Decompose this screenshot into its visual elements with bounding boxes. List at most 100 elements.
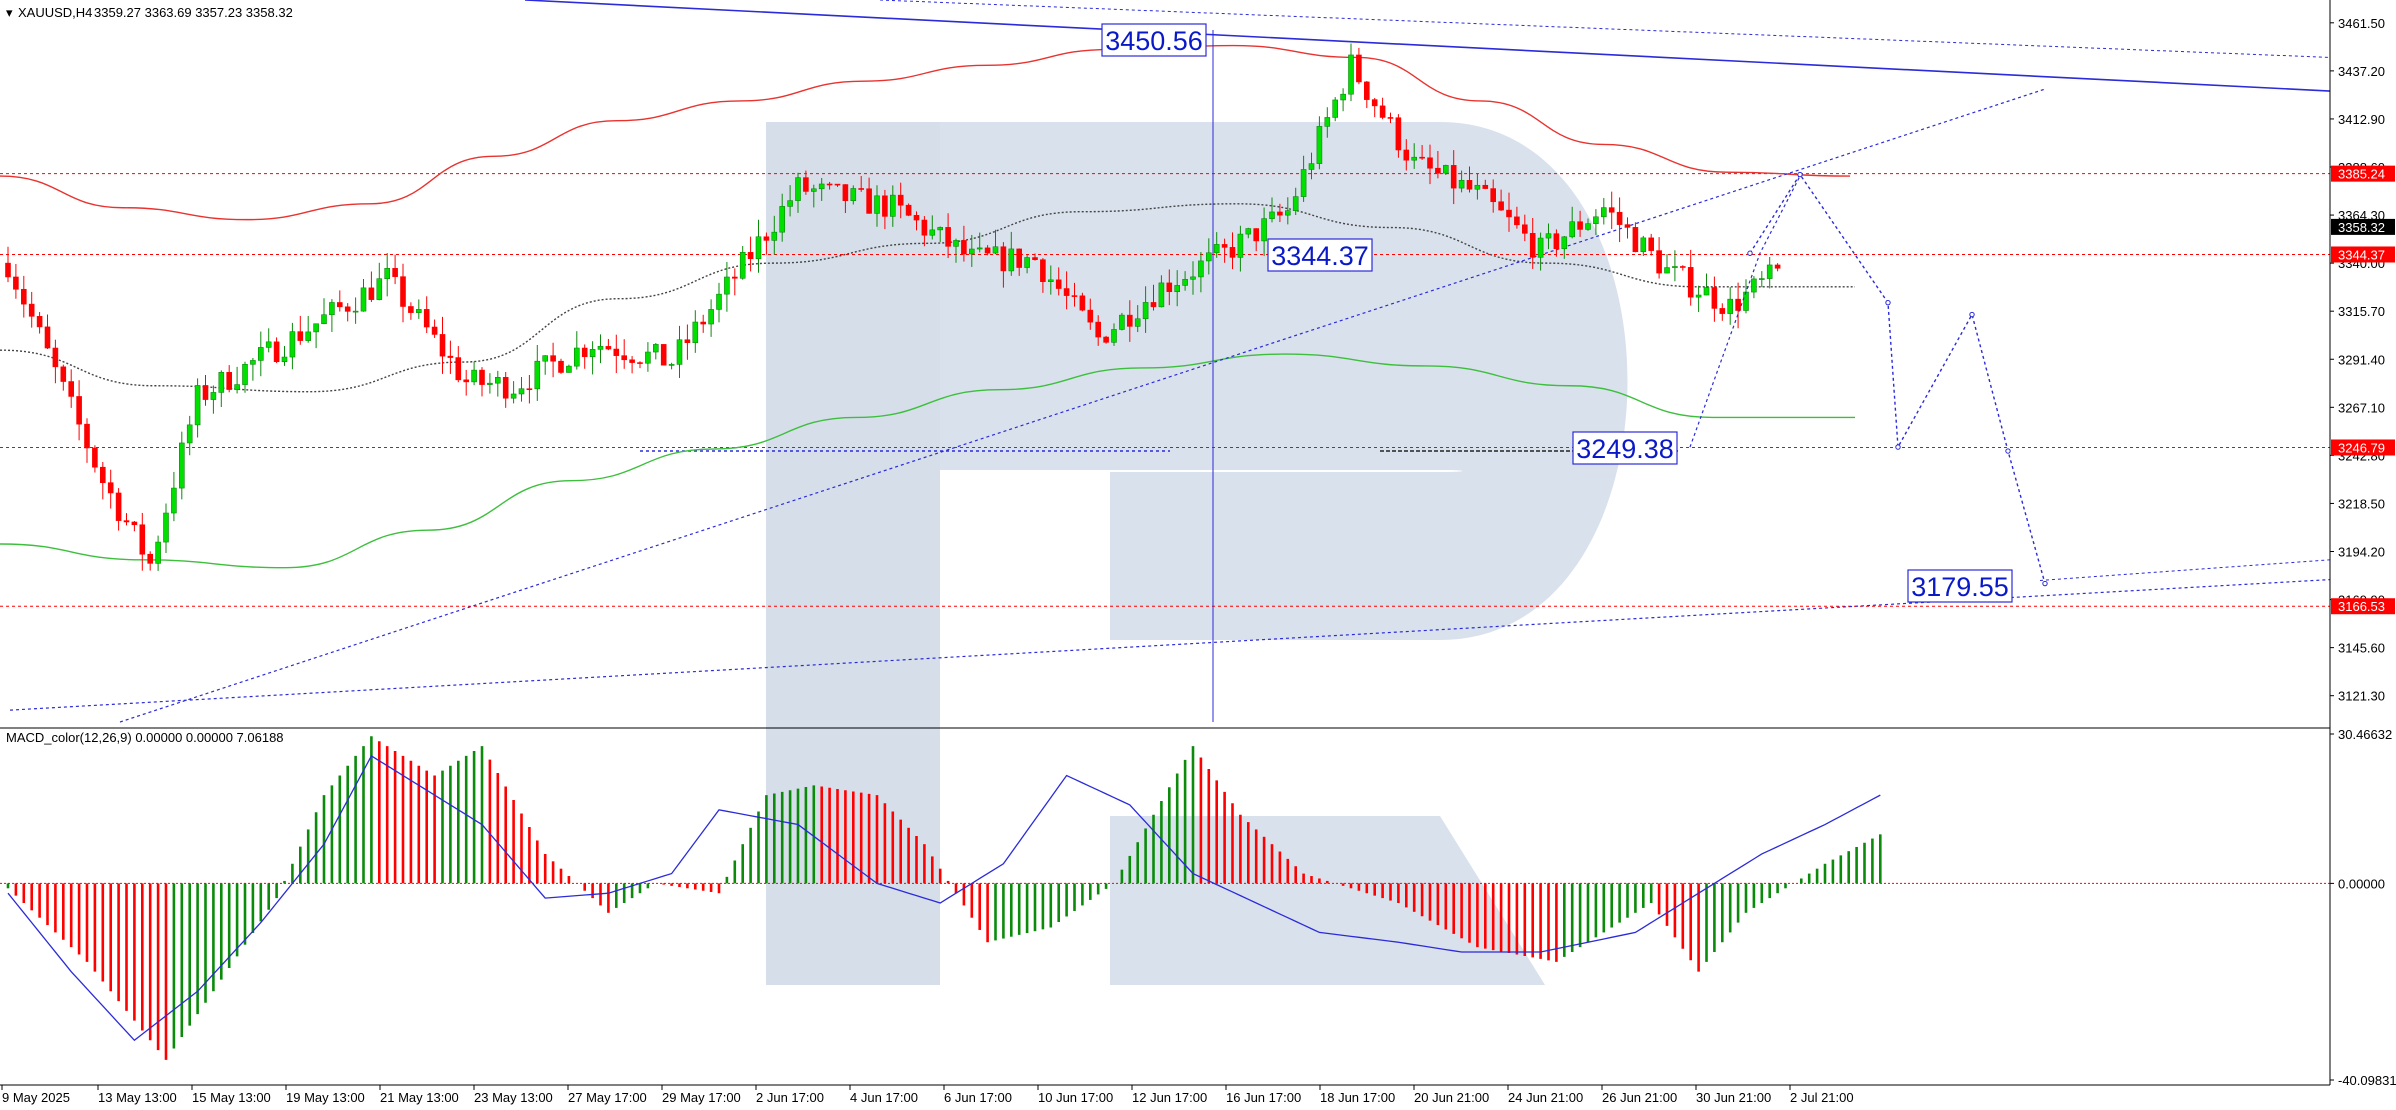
candle-body [897,194,904,206]
candle-body [194,385,201,426]
candle-body [44,326,51,349]
candle-body [1190,276,1196,280]
candle-body [731,276,738,279]
price-tag-label: 3385.24 [2338,167,2385,182]
forecast-path [1689,171,2331,587]
channel-upper-dotted [879,0,2331,58]
candle-body [1703,287,1710,296]
macd-tick-label: -40.09831 [2338,1073,2396,1088]
candle-body [1585,223,1591,230]
candle-body [107,482,114,494]
candle-body [147,553,153,564]
candle-body [439,334,446,357]
candle-body [179,442,185,489]
candle-body [637,362,643,364]
candle-body [352,310,359,313]
candle-body [629,359,635,363]
candle-body [344,306,351,312]
candle-body [1055,279,1062,289]
candle-body [1458,179,1465,189]
candle-body [408,306,414,313]
moving-average-1 [0,353,1855,569]
candle-body [1443,165,1449,174]
candle-body [1332,99,1338,118]
candle-body [321,314,327,325]
candle-body [1435,167,1441,174]
candle-body [479,369,485,385]
candle-body [1182,278,1188,286]
annotation-label: 3344.37 [1271,241,1369,271]
candle-body [518,388,525,395]
candle-body [139,524,146,555]
candle-body [1316,126,1323,164]
candle-body [115,492,122,521]
candle-body [13,276,19,290]
candle-body [423,309,430,328]
candle-body [494,377,501,384]
candle-body [976,247,983,250]
candle-body [265,341,272,348]
candle-body [581,347,588,358]
candle-body [1300,169,1307,197]
candlesticks [5,43,1781,571]
candle-body [739,252,746,279]
watermark-letter-shape [766,122,1628,985]
candle-body [755,236,762,260]
candle-body [415,309,422,313]
candle-body [858,188,865,190]
price-tick-label: 3267.10 [2338,400,2385,415]
candle-body [1229,247,1236,258]
macd-panel [0,727,2330,1060]
candle-body [384,268,391,279]
forecast-point [1885,299,1891,306]
time-tick-label: 16 Jun 17:00 [1226,1090,1301,1105]
candle-body [1111,329,1117,343]
candle-body [1103,336,1109,343]
time-tick-label: 30 Jun 21:00 [1696,1090,1771,1105]
forecast-target-line [2039,559,2331,581]
time-tick-label: 10 Jun 17:00 [1038,1090,1113,1105]
candle-body [1308,163,1315,170]
annotation-3344.37: 3344.37 [1267,238,1373,272]
candle-body [889,194,896,217]
candle-body [202,385,209,400]
candle-body [20,288,27,305]
time-tick-label: 6 Jun 17:00 [944,1090,1012,1105]
candle-body [1498,201,1504,211]
price-tag-label: 3246.79 [2338,440,2385,455]
candle-body [92,447,98,468]
candle-body [1253,228,1259,242]
candle-body [1340,93,1346,101]
forecast-rise [1689,175,1801,448]
candle-body [1577,221,1583,230]
candle-body [905,204,912,216]
candle-body [360,287,367,312]
candle-body [1680,266,1686,268]
candle-body [1071,295,1078,297]
candle-body [1759,278,1765,280]
candle-body [163,512,169,543]
candle-body [1371,99,1378,107]
candle-body [1245,228,1252,235]
candle-body [186,424,193,444]
candle-body [534,360,541,390]
candle-body [1356,54,1362,83]
annotation-3179.55: 3179.55 [1907,569,2013,603]
price-tick-label: 3437.20 [2338,64,2385,79]
price-tag-label: 3358.32 [2338,220,2385,235]
candle-body [68,381,74,397]
annotation-box [1267,238,1373,272]
candle-body [763,236,770,241]
macd-tick-label: 0.00000 [2338,876,2385,891]
candle-body [1292,196,1299,211]
candle-body [1032,257,1038,260]
candle-body [336,302,343,308]
candle-body [526,388,533,391]
candle-body [771,231,778,241]
watermark-logo [766,122,1628,985]
candle-body [76,396,82,425]
symbol-menu-arrow[interactable]: ▾ [6,5,13,20]
candle-body [471,369,477,383]
candle-body [1593,216,1599,224]
price-tag-label: 3166.53 [2338,599,2385,614]
